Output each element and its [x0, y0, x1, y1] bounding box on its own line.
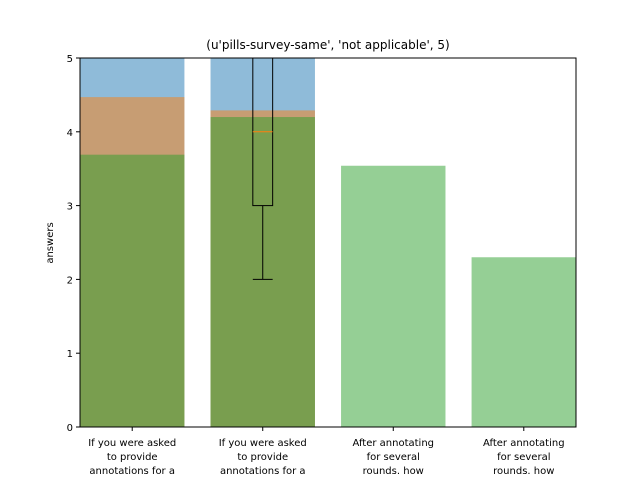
x-tick-label-line: rounds. how — [493, 466, 554, 477]
x-tick-label: If you were asked to provide annotations f… — [219, 438, 307, 477]
plot-area: 0 1 2 3 4 5 If you were asked to provide annotat… — [67, 54, 577, 477]
x-tick-label-line: for several — [367, 452, 420, 463]
bar-series2-cat2 — [341, 165, 446, 428]
y-tick-label: 5 — [67, 54, 73, 65]
x-tick-label-line: rounds. how — [363, 466, 424, 477]
y-tick-label: 1 — [67, 349, 73, 360]
x-tick-label: After annotating for several rounds. how — [483, 438, 565, 477]
x-tick-label-line: If you were asked — [219, 438, 307, 449]
x-tick-label: After annotating for several rounds. how — [352, 438, 434, 477]
y-tick-label: 2 — [67, 275, 73, 286]
y-tick-label: 4 — [67, 128, 73, 139]
x-tick-label-line: for several — [497, 452, 550, 463]
y-axis-label: answers — [45, 222, 56, 263]
bar-series2-cat3 — [471, 257, 576, 427]
x-tick-label-line: annotations for a — [89, 466, 175, 477]
y-tick-label: 0 — [67, 423, 73, 434]
x-tick-label-line: to provide — [237, 452, 288, 463]
x-tick-label-line: annotations for a — [220, 466, 306, 477]
x-tick-label-line: After annotating — [483, 438, 565, 449]
axes-frame — [79, 57, 577, 428]
x-tick-label-line: If you were asked — [88, 438, 176, 449]
x-tick-label: If you were asked to provide annotations f… — [88, 438, 176, 477]
x-tick-label-line: After annotating — [352, 438, 434, 449]
x-tick-label-line: to provide — [107, 452, 158, 463]
y-tick-label: 3 — [67, 202, 73, 213]
chart-title: (u'pills-survey-same', 'not applicable',… — [206, 38, 449, 52]
bar-series2-cat0 — [80, 154, 185, 428]
